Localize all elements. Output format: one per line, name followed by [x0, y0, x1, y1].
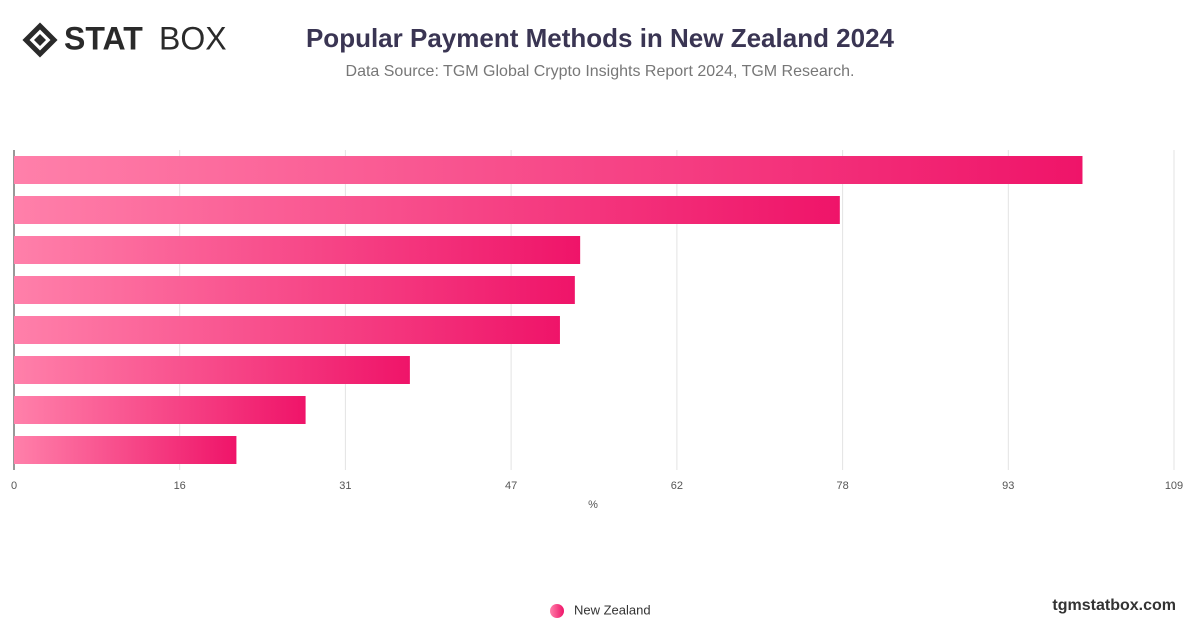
x-tick-label: 62 — [671, 480, 683, 492]
legend-label[interactable]: New Zealand — [574, 602, 651, 617]
bar — [14, 436, 237, 464]
logo-icon-inner — [34, 34, 46, 46]
x-tick-label: 78 — [836, 480, 848, 492]
legend-marker[interactable] — [550, 604, 564, 618]
x-tick-label: 93 — [1002, 480, 1014, 492]
logo-bold: STAT — [64, 20, 143, 56]
bar — [14, 356, 410, 384]
logo: STAT BOX — [22, 20, 227, 58]
logo-icon — [22, 22, 58, 58]
bar — [14, 316, 560, 344]
logo-light: BOX — [159, 20, 227, 56]
bar — [14, 236, 581, 264]
x-tick-label: 31 — [339, 480, 351, 492]
bar — [14, 396, 306, 424]
bar — [14, 276, 575, 304]
x-tick-label: 47 — [505, 480, 517, 492]
bar — [14, 196, 840, 224]
chart-title: Popular Payment Methods in New Zealand 2… — [306, 23, 895, 53]
x-tick-label: 109 — [1165, 480, 1183, 492]
x-tick-label: 16 — [174, 480, 186, 492]
site-url: tgmstatbox.com — [1052, 597, 1176, 614]
x-axis-label: % — [588, 499, 598, 511]
x-tick-label: 0 — [11, 480, 17, 492]
bar — [14, 156, 1083, 184]
chart-subtitle: Data Source: TGM Global Crypto Insights … — [346, 63, 855, 80]
